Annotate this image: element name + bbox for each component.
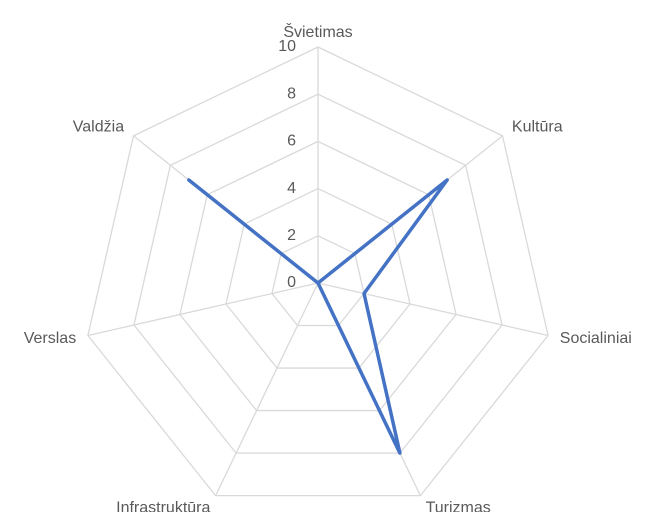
grid-ring [225, 187, 411, 369]
axis-spoke [215, 282, 319, 496]
grid-ring [133, 93, 503, 454]
grid-ring [179, 140, 457, 412]
r-tick-label: 4 [287, 180, 296, 197]
category-label: Turizmas [426, 499, 491, 512]
r-tick-label: 8 [287, 85, 296, 102]
grid-ring [271, 235, 365, 327]
category-label: Kultūra [512, 118, 563, 135]
series-line [187, 178, 449, 455]
category-label: Socialiniai [560, 330, 632, 347]
category-label: Verslas [24, 330, 76, 347]
category-label: Infrastruktūra [116, 499, 210, 512]
axis-spoke [87, 282, 319, 337]
grid-ring [87, 46, 549, 497]
r-tick-label: 2 [287, 227, 296, 244]
r-tick-label: 6 [287, 133, 296, 150]
category-label: Valdžia [73, 118, 124, 135]
axis-spoke [317, 282, 549, 337]
r-tick-label: 0 [287, 274, 296, 291]
category-label: Švietimas [283, 22, 352, 41]
r-tick-label: 10 [278, 38, 296, 55]
